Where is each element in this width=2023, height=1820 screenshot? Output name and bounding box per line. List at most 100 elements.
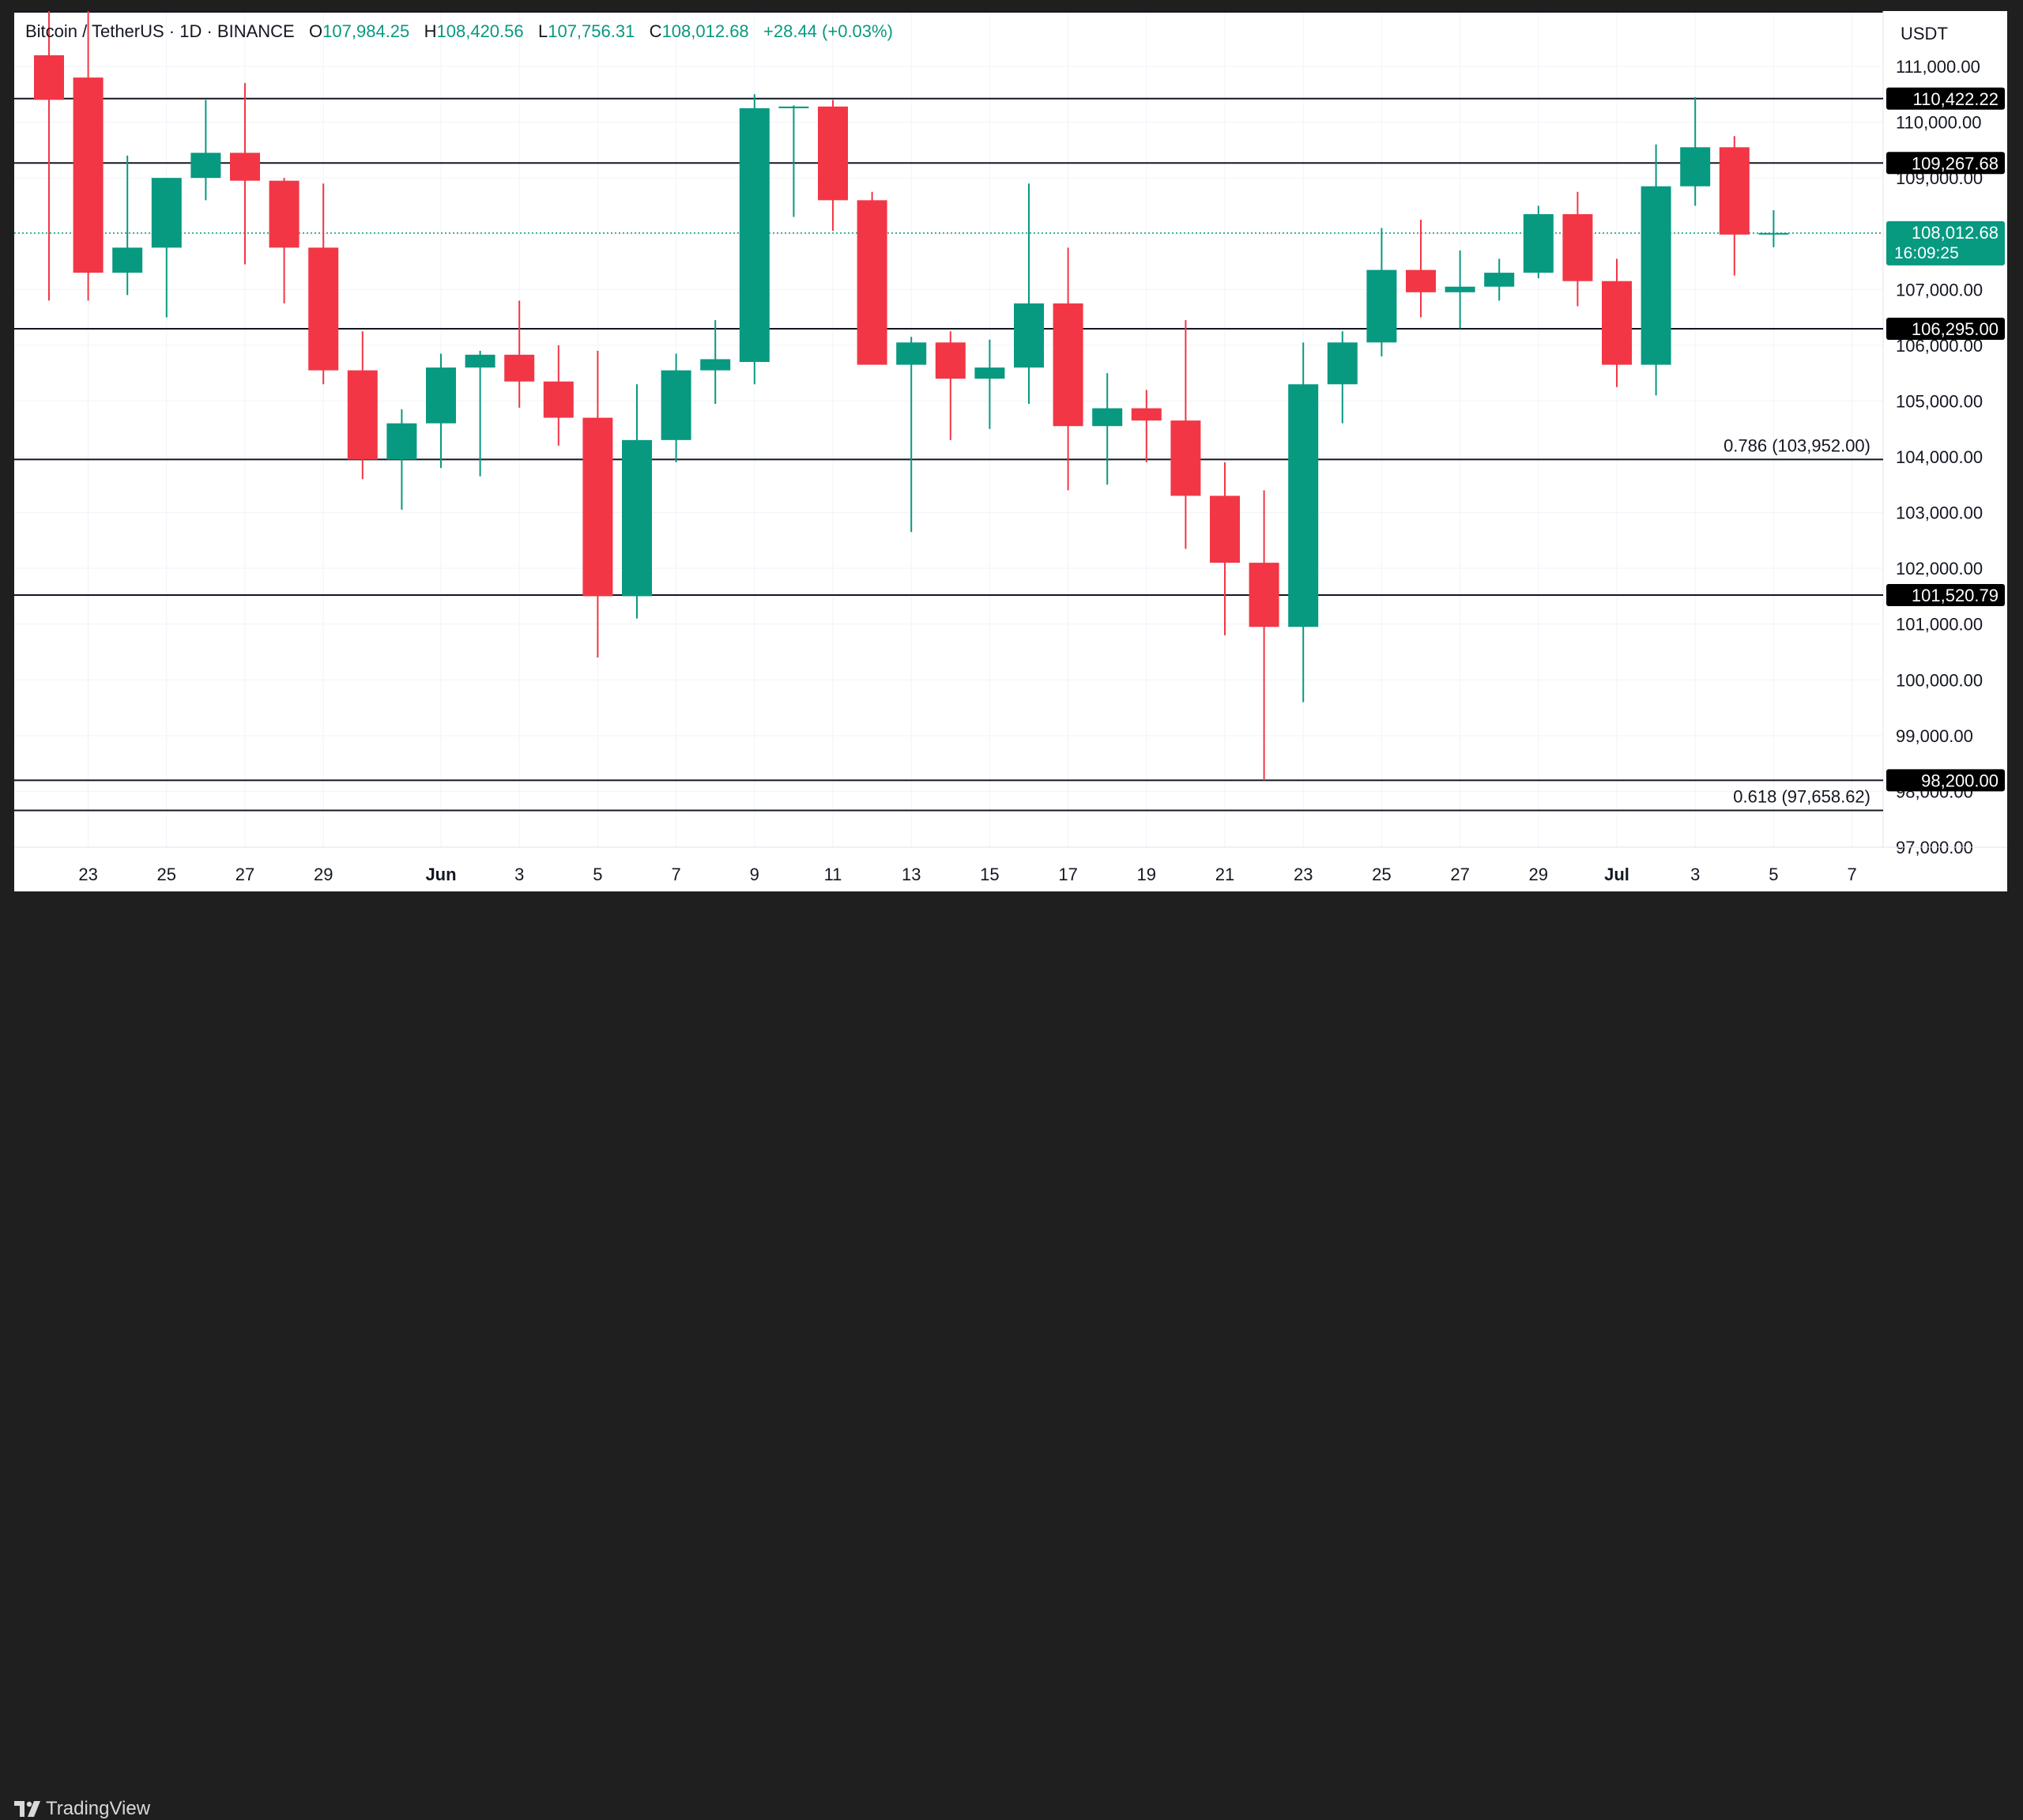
time-tick-label: 23 — [1294, 865, 1313, 884]
candle[interactable] — [582, 350, 613, 658]
level-badge[interactable] — [1886, 87, 2005, 110]
candle[interactable] — [700, 320, 731, 404]
price-tick-label: 110,000.00 — [1896, 113, 1981, 133]
candle[interactable] — [73, 11, 104, 301]
candle-body — [622, 439, 652, 597]
candle[interactable] — [1445, 250, 1475, 329]
candle-body — [1406, 269, 1436, 292]
price-tick-label: 102,000.00 — [1896, 559, 1983, 578]
chart-svg[interactable]: 0.786 (103,952.00) 0.618 (97,658.62) USDT… — [14, 11, 2007, 891]
tradingview-brand[interactable]: TradingView — [14, 1798, 150, 1820]
candle[interactable] — [935, 331, 966, 440]
candle[interactable] — [1288, 342, 1319, 703]
candle[interactable] — [386, 409, 417, 511]
candle-body — [151, 178, 182, 248]
candle-body — [1602, 281, 1632, 365]
grid — [14, 11, 1883, 848]
level-badge-label: 101,520.79 — [1912, 586, 1999, 605]
candle[interactable] — [1680, 96, 1711, 206]
candle[interactable] — [1406, 220, 1436, 318]
level-badge[interactable] — [1886, 583, 2005, 606]
candle[interactable] — [504, 300, 535, 408]
candle[interactable] — [1131, 390, 1162, 463]
legend-c-label: C — [649, 21, 662, 41]
level-badge[interactable] — [1886, 318, 2005, 341]
price-tick-label: 105,000.00 — [1896, 391, 1983, 411]
candle[interactable] — [622, 384, 652, 619]
candle[interactable] — [818, 100, 848, 232]
candle[interactable] — [1641, 144, 1671, 396]
candle-body — [974, 367, 1005, 379]
candle[interactable] — [426, 353, 456, 469]
candle[interactable] — [1758, 210, 1789, 247]
candle-body — [1210, 496, 1240, 563]
candle-body — [1484, 273, 1515, 287]
candle-body — [34, 55, 64, 100]
candle[interactable] — [151, 178, 182, 318]
chart-area[interactable]: 0.786 (103,952.00) 0.618 (97,658.62) USDT… — [14, 11, 2007, 891]
candle-body — [935, 342, 966, 379]
tradingview-logo-icon — [14, 1801, 40, 1817]
legend-h-label: H — [424, 21, 437, 41]
candle-body — [582, 417, 613, 597]
price-axis: USDT97,000.0098,000.0099,000.00100,000.0… — [1884, 11, 2007, 857]
candle[interactable] — [1523, 205, 1554, 279]
horizontal-lines: 0.786 (103,952.00) 0.618 (97,658.62) — [14, 11, 1884, 847]
candle[interactable] — [1092, 373, 1123, 485]
candle[interactable] — [739, 94, 770, 385]
level-badge[interactable] — [1886, 769, 2005, 792]
candle[interactable] — [465, 350, 495, 477]
candle-body — [269, 180, 299, 248]
candle[interactable] — [1484, 258, 1515, 301]
candle-body — [504, 354, 535, 382]
currency-label[interactable]: USDT — [1901, 24, 1948, 43]
legend-symbol[interactable]: Bitcoin / TetherUS · 1D · BINANCE — [25, 21, 295, 41]
time-tick-label: 3 — [514, 865, 524, 884]
countdown-label: 16:09:25 — [1894, 244, 1959, 262]
level-badge[interactable] — [1886, 152, 2005, 175]
candle[interactable] — [1562, 191, 1593, 307]
candle[interactable] — [1014, 183, 1044, 404]
candle-body — [739, 107, 770, 363]
legend-high: 108,420.56 — [436, 21, 524, 41]
legend-open: 107,984.25 — [322, 21, 410, 41]
price-tick-label: 107,000.00 — [1896, 280, 1983, 300]
candle[interactable] — [190, 100, 221, 201]
candle[interactable] — [896, 337, 927, 533]
candle[interactable] — [269, 178, 299, 303]
candle[interactable] — [1249, 490, 1279, 781]
time-tick-label: 29 — [314, 865, 333, 884]
candle[interactable] — [308, 183, 339, 385]
candle[interactable] — [543, 345, 574, 446]
candle[interactable] — [974, 339, 1005, 429]
candle[interactable] — [1327, 331, 1358, 424]
candle[interactable] — [1053, 247, 1083, 491]
candle-body — [1131, 408, 1162, 421]
candle[interactable] — [34, 11, 64, 301]
candle[interactable] — [1170, 320, 1201, 549]
candle-body — [190, 153, 221, 179]
candle-body — [1562, 214, 1593, 281]
legend-low: 107,756.31 — [548, 21, 635, 41]
candle-body — [1758, 232, 1789, 235]
legend-l-label: L — [537, 21, 548, 41]
candle[interactable] — [1366, 228, 1397, 356]
current-price-badge[interactable] — [1886, 220, 2005, 266]
candle[interactable] — [112, 155, 143, 296]
time-tick-label: 7 — [1847, 865, 1856, 884]
candle[interactable] — [1602, 258, 1632, 387]
price-tick-label: 101,000.00 — [1896, 615, 1983, 635]
candle[interactable] — [1210, 462, 1240, 635]
time-tick-label: 11 — [824, 865, 842, 884]
candle[interactable] — [857, 191, 887, 365]
candle[interactable] — [1719, 136, 1750, 276]
candle[interactable] — [778, 105, 809, 217]
candle[interactable] — [347, 331, 378, 480]
time-tick-label: 25 — [157, 865, 176, 884]
candle[interactable] — [661, 353, 691, 463]
fib-label: 0.618 (97,658.62) — [1733, 787, 1870, 807]
candle[interactable] — [230, 83, 260, 265]
candle-body — [1366, 269, 1397, 343]
time-tick-label: 15 — [980, 865, 999, 884]
candle-body — [386, 423, 417, 460]
